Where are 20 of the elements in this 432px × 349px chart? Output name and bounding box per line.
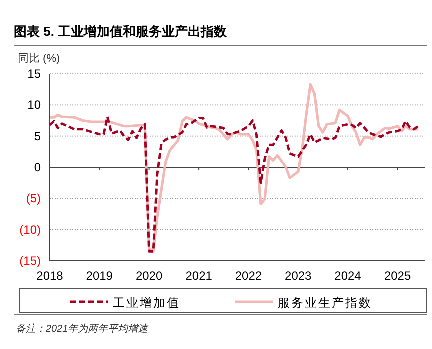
x-tick-label: 2022 xyxy=(235,269,262,283)
y-tick-label: (5) xyxy=(26,192,41,206)
chart-title: 图表 5. 工业增加值和服务业产出指数 xyxy=(14,24,228,39)
y-tick-label: 5 xyxy=(34,129,42,144)
x-tick-label: 2019 xyxy=(86,269,114,283)
legend-label: 服务业生产指数 xyxy=(278,296,372,310)
x-tick-label: 2021 xyxy=(186,269,213,283)
x-tick-label: 2020 xyxy=(136,269,163,283)
text: 备注：2021年为两年平均增速 xyxy=(16,323,150,335)
y-tick-label: 10 xyxy=(28,98,42,112)
x-tick-label: 2018 xyxy=(36,269,64,283)
x-tick-label: 2025 xyxy=(384,269,412,283)
y-tick-label: (10) xyxy=(20,222,41,237)
legend-label: 工业增加值 xyxy=(113,296,180,310)
x-tick-label: 2023 xyxy=(285,269,312,283)
y-tick-label: (15) xyxy=(20,254,41,268)
y-tick-label: 15 xyxy=(28,67,42,81)
x-tick-label: 2024 xyxy=(334,269,362,283)
y-tick-label: 0 xyxy=(34,160,42,174)
y-axis-title: 同比 (%) xyxy=(18,52,60,65)
